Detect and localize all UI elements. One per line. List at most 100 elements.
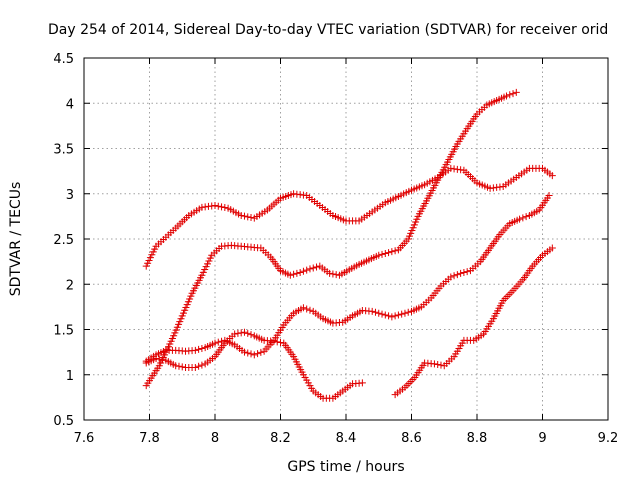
x-tick-labels: 7.6 7.8 8 8.2 8.4 8.6 8.8 9 9.2 [74, 431, 619, 446]
x-tick-label: 9 [538, 431, 546, 446]
data-point [385, 312, 393, 320]
data-point [375, 251, 383, 259]
x-tick-label: 9.2 [598, 431, 619, 446]
x-tick-label: 7.6 [74, 431, 95, 446]
data-point [191, 364, 199, 372]
data-point [247, 331, 255, 339]
data-point [195, 362, 203, 370]
data-point [218, 203, 226, 211]
data-point [211, 202, 219, 210]
data-point [250, 351, 258, 359]
y-tick-label: 3.5 [53, 143, 74, 158]
data-point [378, 250, 386, 258]
data-point [237, 329, 245, 337]
series-2 [142, 88, 520, 390]
data-point [149, 248, 157, 256]
data-point [144, 259, 152, 267]
y-tick-label: 2 [66, 278, 74, 293]
data-point [457, 269, 465, 277]
data-points [142, 88, 556, 402]
data-point [195, 345, 203, 353]
x-tick-label: 8.2 [270, 431, 291, 446]
x-tick-label: 7.8 [139, 431, 160, 446]
data-point [270, 337, 278, 345]
data-point [175, 362, 183, 370]
data-point [385, 249, 393, 257]
data-point [512, 88, 520, 96]
data-point [199, 268, 207, 276]
data-point [368, 307, 376, 315]
data-point [329, 270, 337, 278]
data-point [198, 361, 206, 369]
data-point [309, 264, 317, 272]
data-point [237, 211, 245, 219]
data-point [506, 91, 514, 99]
y-axis-label: SDTVAR / TECUs [8, 182, 24, 297]
series-1 [142, 164, 556, 270]
data-point [178, 363, 186, 371]
series-5 [391, 244, 556, 399]
data-point [548, 172, 556, 180]
data-point [206, 254, 214, 262]
data-point [234, 329, 242, 337]
data-point [240, 328, 248, 336]
data-point [299, 267, 307, 275]
chart-title: Day 254 of 2014, Sidereal Day-to-day VTE… [48, 22, 608, 38]
data-point [299, 304, 307, 312]
data-point [332, 271, 340, 279]
series-4 [142, 328, 366, 402]
data-point [296, 268, 304, 276]
data-point [548, 244, 556, 252]
data-point [198, 345, 206, 353]
data-point [313, 263, 321, 271]
x-tick-label: 8.6 [401, 431, 422, 446]
data-point [453, 271, 461, 279]
data-point [303, 305, 311, 313]
data-point [159, 356, 167, 364]
data-point [214, 338, 222, 346]
data-point [509, 90, 517, 98]
x-tick-label: 8 [211, 431, 219, 446]
data-point [388, 313, 396, 321]
data-point [254, 350, 262, 358]
data-point [148, 251, 156, 259]
series-3 [142, 192, 553, 365]
data-point [516, 215, 524, 223]
data-point [214, 202, 222, 210]
data-point [306, 306, 314, 314]
data-point [450, 272, 458, 280]
data-point [401, 309, 409, 317]
data-point [273, 338, 281, 346]
data-point [151, 245, 159, 253]
data-point [231, 330, 239, 338]
data-point [198, 271, 206, 279]
x-tick-label: 8.8 [467, 431, 488, 446]
data-point [142, 262, 150, 270]
data-point [244, 213, 252, 221]
y-tick-label: 1 [66, 369, 74, 384]
data-point [381, 249, 389, 257]
data-point [244, 329, 252, 337]
y-tick-label: 4 [66, 97, 74, 112]
data-point [398, 310, 406, 318]
data-point [211, 339, 219, 347]
data-point [303, 266, 311, 274]
plot-frame [83, 57, 609, 421]
data-point [371, 308, 379, 316]
data-point [257, 348, 265, 356]
data-point [463, 268, 471, 276]
data-point [381, 311, 389, 319]
data-point [378, 310, 386, 318]
data-point [204, 260, 212, 268]
data-point [247, 350, 255, 358]
x-tick-label: 8.4 [336, 431, 357, 446]
data-point [277, 338, 284, 346]
data-point [545, 192, 553, 200]
data-point [306, 265, 314, 273]
y-tick-labels: 0.5 1 1.5 2 2.5 3 3.5 4 4.5 [53, 52, 74, 429]
data-point [519, 214, 527, 222]
data-point [247, 214, 255, 222]
data-point [155, 355, 163, 363]
data-point [430, 360, 438, 368]
